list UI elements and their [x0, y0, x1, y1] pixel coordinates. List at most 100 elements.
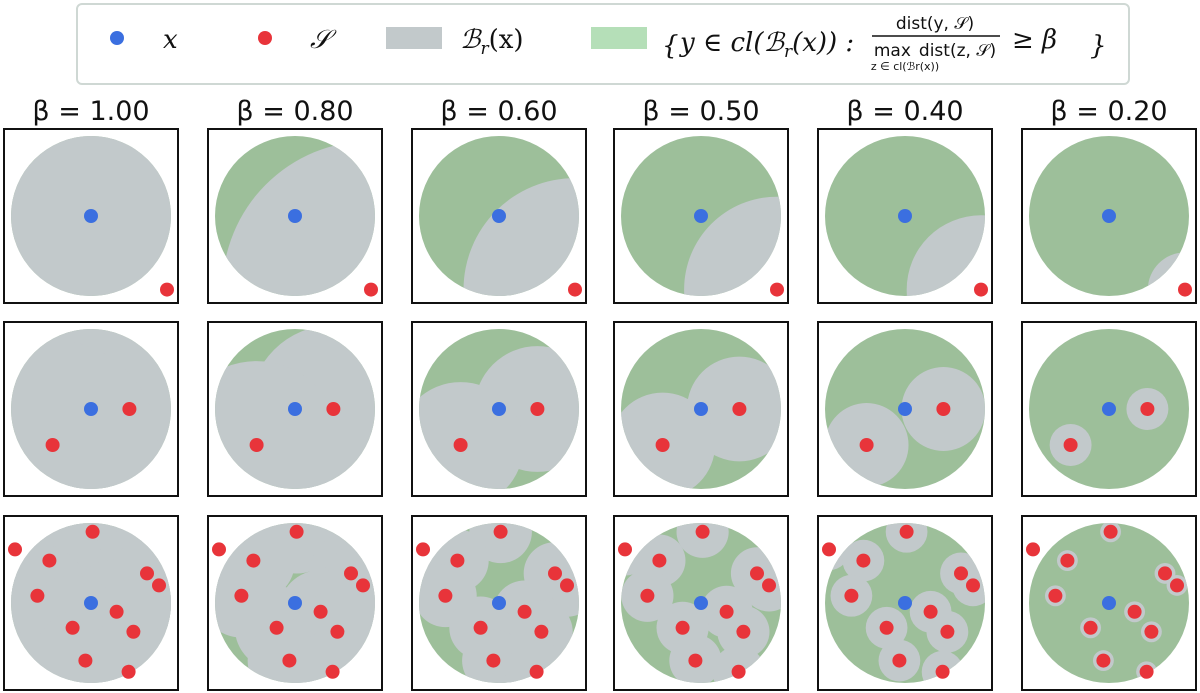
panel-frame — [207, 128, 383, 304]
s-point — [1127, 604, 1142, 619]
s-point — [78, 653, 93, 668]
s-point — [1103, 524, 1118, 539]
s-point — [1158, 566, 1172, 581]
panel-frame — [817, 321, 993, 497]
s-point — [1144, 624, 1159, 639]
s-point — [438, 588, 453, 603]
s-point — [45, 438, 60, 452]
panel — [817, 128, 993, 304]
panel — [613, 321, 789, 497]
s-point — [822, 542, 836, 557]
s-point — [1096, 653, 1111, 668]
column-title: β = 0.20 — [1050, 96, 1167, 127]
s-point — [899, 524, 914, 539]
legend-fraction-denominator: max dist(z, 𝒮) — [874, 41, 996, 61]
s-point — [1178, 282, 1192, 297]
s-point — [954, 566, 968, 581]
x-point — [694, 402, 708, 416]
panel — [613, 128, 789, 304]
panel — [3, 515, 179, 691]
s-point — [85, 524, 100, 539]
ball-complement — [11, 523, 171, 683]
s-point — [675, 620, 690, 635]
s-point — [529, 664, 544, 679]
panel — [411, 321, 587, 497]
panel-frame — [613, 515, 789, 691]
panel-frame — [411, 321, 587, 497]
panel — [817, 515, 993, 691]
s-point — [974, 282, 988, 297]
s-point — [234, 588, 249, 603]
s-point — [282, 653, 297, 668]
s-point — [246, 553, 261, 568]
s-point — [1083, 620, 1098, 635]
column-title: β = 0.80 — [236, 96, 353, 127]
panel-frame — [817, 128, 993, 304]
panel — [207, 321, 383, 497]
s-point — [736, 624, 751, 639]
s-point — [356, 578, 370, 593]
s-point — [770, 282, 784, 297]
legend-set-rhs: ≥ β — [1012, 25, 1057, 55]
legend-x-label: x — [163, 25, 178, 55]
panel-frame — [3, 128, 179, 304]
panel-frame — [411, 515, 587, 691]
s-point — [719, 604, 734, 619]
s-point — [1060, 553, 1075, 568]
ball-complement — [215, 329, 375, 489]
x-point — [1102, 209, 1116, 223]
x-point — [1102, 596, 1116, 610]
x-point — [898, 402, 912, 416]
s-point — [750, 566, 764, 581]
s-point — [618, 542, 632, 557]
panel-frame — [1021, 321, 1197, 497]
s-point — [856, 553, 871, 568]
s-point — [732, 402, 747, 416]
s-point — [453, 438, 468, 452]
s-point — [121, 664, 136, 679]
s-point — [1140, 402, 1155, 416]
s-point — [473, 620, 488, 635]
panel — [411, 128, 587, 304]
x-point — [898, 209, 912, 223]
s-point — [935, 664, 950, 679]
x-point — [288, 596, 302, 610]
x-point — [84, 209, 98, 223]
panel — [1021, 515, 1197, 691]
s-point — [364, 282, 378, 297]
s-point — [126, 624, 141, 639]
ball-complement — [419, 346, 579, 489]
s-point — [560, 578, 574, 593]
x-point — [492, 402, 506, 416]
s-point — [1139, 664, 1154, 679]
column-title: β = 1.00 — [32, 96, 149, 127]
x-point — [898, 596, 912, 610]
legend-fraction-numerator: dist(y, 𝒮) — [896, 14, 974, 34]
s-point — [152, 578, 166, 593]
s-point — [122, 402, 137, 416]
s-point — [923, 604, 938, 619]
s-point — [966, 578, 980, 593]
panel — [1021, 128, 1197, 304]
s-point — [530, 402, 545, 416]
s-point — [269, 620, 284, 635]
s-point — [450, 553, 465, 568]
s-point — [844, 588, 859, 603]
x-point — [288, 402, 302, 416]
s-point — [517, 604, 532, 619]
panel-frame — [1021, 128, 1197, 304]
s-point — [762, 578, 776, 593]
s-point — [859, 438, 874, 452]
s-point — [640, 588, 655, 603]
legend-fraction-under-max: z ∈ cl(ℬr(x)) — [871, 60, 939, 73]
legend-x-marker — [110, 31, 124, 45]
s-point — [486, 653, 501, 668]
s-point — [326, 402, 341, 416]
legend-set-lhs: y ∈ cl(ℬr(x)) : — [679, 28, 854, 62]
s-point — [212, 542, 226, 557]
s-point — [568, 282, 582, 297]
x-point — [1102, 402, 1116, 416]
panel-frame — [3, 515, 179, 691]
panel — [613, 515, 789, 691]
